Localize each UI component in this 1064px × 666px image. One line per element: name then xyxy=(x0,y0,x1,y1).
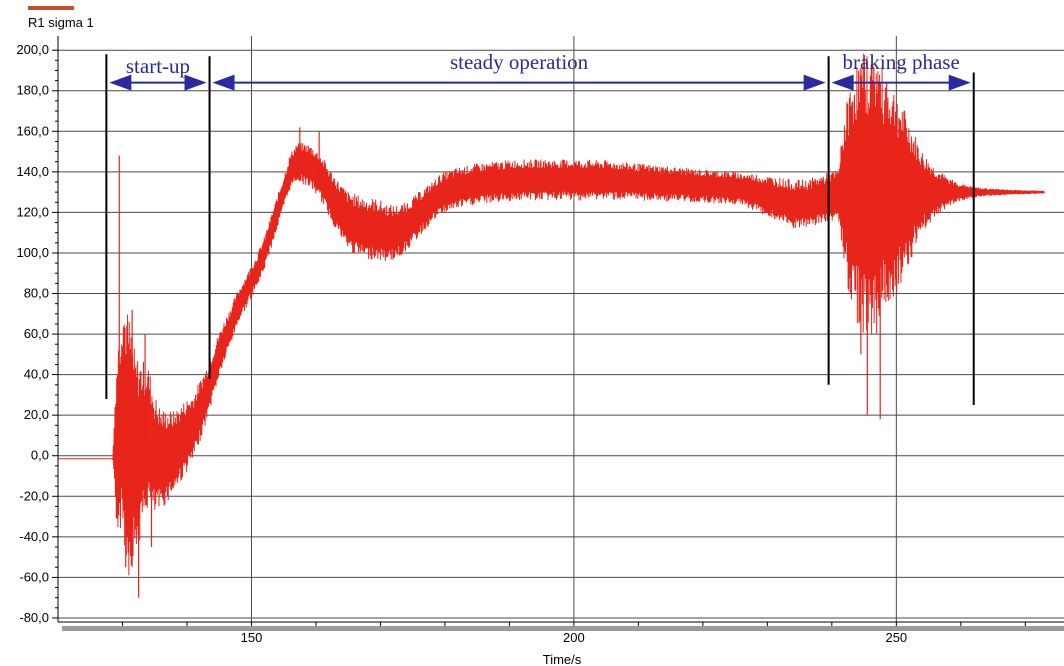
phase-annotations: start-up steady operation braking phase xyxy=(105,50,975,406)
y-tick-label: 40,0 xyxy=(24,367,49,382)
x-tick-label: 250 xyxy=(885,630,907,645)
series-group xyxy=(57,53,1045,598)
y-tick-label: 140,0 xyxy=(16,164,49,179)
y-tick-label: 200,0 xyxy=(16,42,49,57)
y-tick-label: 180,0 xyxy=(16,83,49,98)
axes: 200,0 180,0 160,0 140,0 120,0 100,0 80,0 60,0 40… xyxy=(16,36,1064,645)
legend: R1 sigma 1 xyxy=(28,6,94,30)
phase-label: steady operation xyxy=(450,50,589,74)
x-tick-label: 200 xyxy=(563,630,585,645)
y-tick-label: 120,0 xyxy=(16,204,49,219)
phase-arrow-head-right xyxy=(803,74,826,91)
y-tick-label: 100,0 xyxy=(16,245,49,260)
x-axis-label: Time/s xyxy=(543,652,582,666)
phase-arrow-head-left xyxy=(212,74,235,91)
phase-arrow-head-right xyxy=(948,74,971,91)
y-tick-label: 0,0 xyxy=(31,448,49,463)
grid xyxy=(58,36,1064,622)
y-tick-label: -40,0 xyxy=(19,529,49,544)
y-tick-label: 60,0 xyxy=(24,326,49,341)
y-tick-label: 80,0 xyxy=(24,286,49,301)
legend-label: R1 sigma 1 xyxy=(28,15,94,30)
y-tick-label: 20,0 xyxy=(24,407,49,422)
phase-arrow-head-left xyxy=(831,74,854,91)
phase-label: start-up xyxy=(126,54,190,78)
phase-label: braking phase xyxy=(843,50,960,74)
y-tick-label: -60,0 xyxy=(19,569,49,584)
y-tick-label: -20,0 xyxy=(19,488,49,503)
x-tick-label: 150 xyxy=(241,630,263,645)
legend-swatch xyxy=(28,6,74,10)
phase-arrow-head-left xyxy=(109,74,132,91)
phase-arrow-head-right xyxy=(184,74,207,91)
y-tick-label: 160,0 xyxy=(16,123,49,138)
y-tick-label: -80,0 xyxy=(19,610,49,625)
x-axis-scrollbar xyxy=(62,626,1064,631)
